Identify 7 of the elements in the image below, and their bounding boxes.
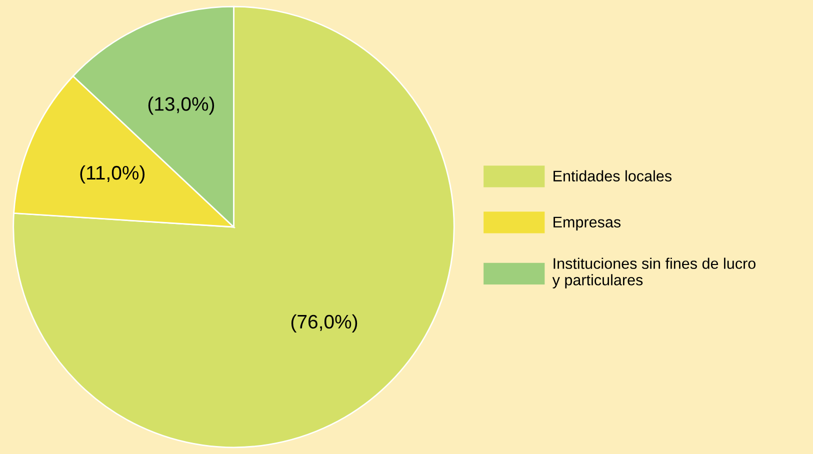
legend-label: Instituciones sin fines de lucro y particulares [552, 258, 756, 288]
legend-label: Entidades locales [554, 170, 672, 182]
pie-slice [12, 6, 455, 448]
data-label: (11,0%) [80, 165, 144, 184]
data-label: (13,0%) [148, 96, 214, 115]
data-label: (76,0%) [291, 314, 358, 332]
legend-label: Empresas [554, 216, 621, 231]
